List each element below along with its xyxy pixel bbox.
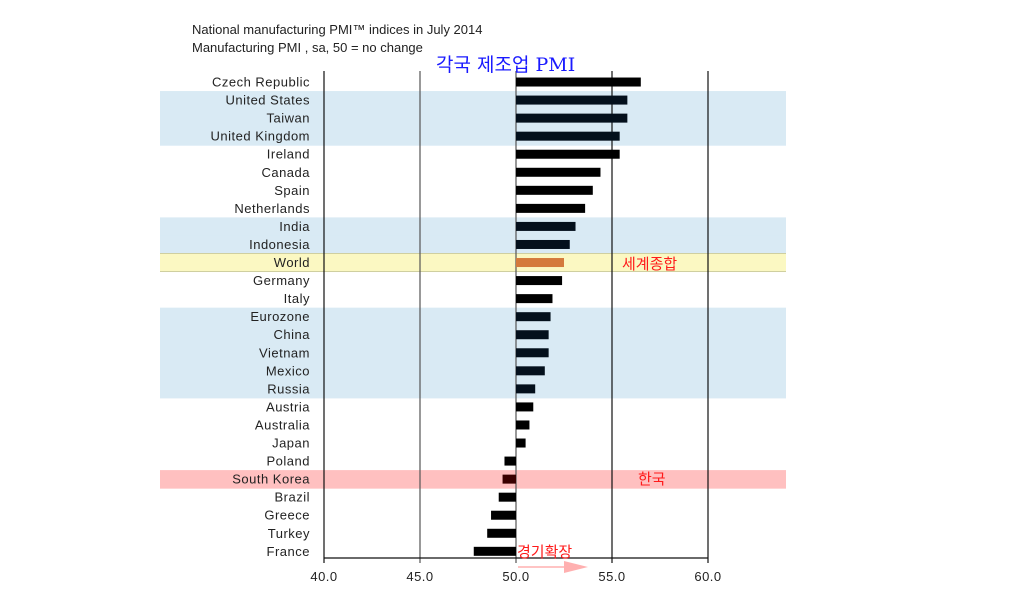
category-label: United Kingdom (211, 129, 311, 144)
row-band-blue (160, 109, 786, 128)
category-label: Eurozone (250, 309, 310, 324)
bar-vietnam (516, 348, 549, 358)
category-label: Japan (272, 436, 310, 451)
annotation-world: 세계종합 (622, 255, 677, 273)
annotation-top: 각국 제조업 PMI (436, 54, 575, 76)
row-band-blue (160, 343, 786, 363)
bar-united-kingdom (516, 131, 620, 141)
bar-russia (516, 384, 536, 394)
row-band-blue (160, 235, 786, 254)
x-tick-label: 60.0 (694, 569, 721, 584)
bar-ireland (516, 149, 620, 159)
category-label: Czech Republic (212, 75, 310, 90)
category-label: Brazil (274, 490, 310, 505)
category-label: Ireland (267, 147, 310, 162)
row-band-red (160, 470, 786, 489)
chart-subtitle: Manufacturing PMI , sa, 50 = no change (192, 40, 423, 55)
chart-title: National manufacturing PMI™ indices in J… (192, 22, 482, 37)
bar-greece (491, 510, 516, 520)
category-label: World (274, 255, 310, 270)
bar-netherlands (516, 203, 586, 213)
bar-mexico (516, 366, 545, 376)
bar-taiwan (516, 113, 628, 123)
category-label: Mexico (266, 363, 310, 378)
category-label: Russia (267, 381, 310, 396)
x-tick-label: 40.0 (310, 569, 337, 584)
bar-india (516, 221, 576, 231)
category-label: China (274, 327, 311, 342)
row-band-blue (160, 361, 786, 381)
category-label: Vietnam (259, 345, 310, 360)
bar-canada (516, 167, 601, 177)
bar-china (516, 330, 549, 340)
bar-south-korea (502, 474, 516, 484)
category-label: Poland (267, 454, 310, 469)
category-label: Spain (274, 183, 310, 198)
category-label: Netherlands (234, 201, 310, 216)
bar-italy (516, 294, 553, 304)
category-label: Germany (253, 273, 310, 288)
category-label: Turkey (268, 526, 310, 541)
category-label: Greece (264, 508, 310, 523)
bar-spain (516, 185, 593, 195)
category-label: Taiwan (267, 111, 310, 126)
row-band-blue (160, 379, 786, 399)
row-band-blue (160, 325, 786, 345)
bar-brazil (498, 492, 516, 502)
category-label: Canada (261, 165, 310, 180)
row-band-blue (160, 91, 786, 110)
bar-indonesia (516, 239, 570, 249)
bar-united-states (516, 95, 628, 105)
bar-czech-republic (516, 77, 641, 87)
bar-germany (516, 276, 563, 286)
row-band-blue (160, 307, 786, 327)
bar-poland (504, 456, 516, 466)
x-tick-label: 45.0 (406, 569, 433, 584)
row-band-blue (160, 127, 786, 146)
category-label: United States (225, 93, 310, 108)
category-label: Austria (266, 399, 310, 414)
category-label: Italy (284, 291, 310, 306)
category-label: France (267, 544, 310, 559)
category-label: Australia (255, 417, 310, 432)
bar-australia (516, 420, 530, 430)
row-band-yellow (160, 253, 786, 273)
annotation-korea: 한국 (638, 470, 666, 488)
bar-turkey (487, 528, 516, 538)
bar-france (473, 546, 516, 556)
annotation-expansion: 경기확장 (517, 543, 572, 561)
x-tick-label: 50.0 (502, 569, 529, 584)
row-band-blue (160, 217, 786, 236)
x-tick-label: 55.0 (598, 569, 625, 584)
bar-japan (516, 438, 526, 448)
bar-world (516, 258, 564, 268)
expansion-arrow-icon (518, 561, 588, 573)
category-label: South Korea (232, 472, 310, 487)
category-label: India (279, 219, 310, 234)
category-label: Indonesia (249, 237, 310, 252)
bar-austria (516, 402, 534, 412)
bar-eurozone (516, 312, 551, 322)
